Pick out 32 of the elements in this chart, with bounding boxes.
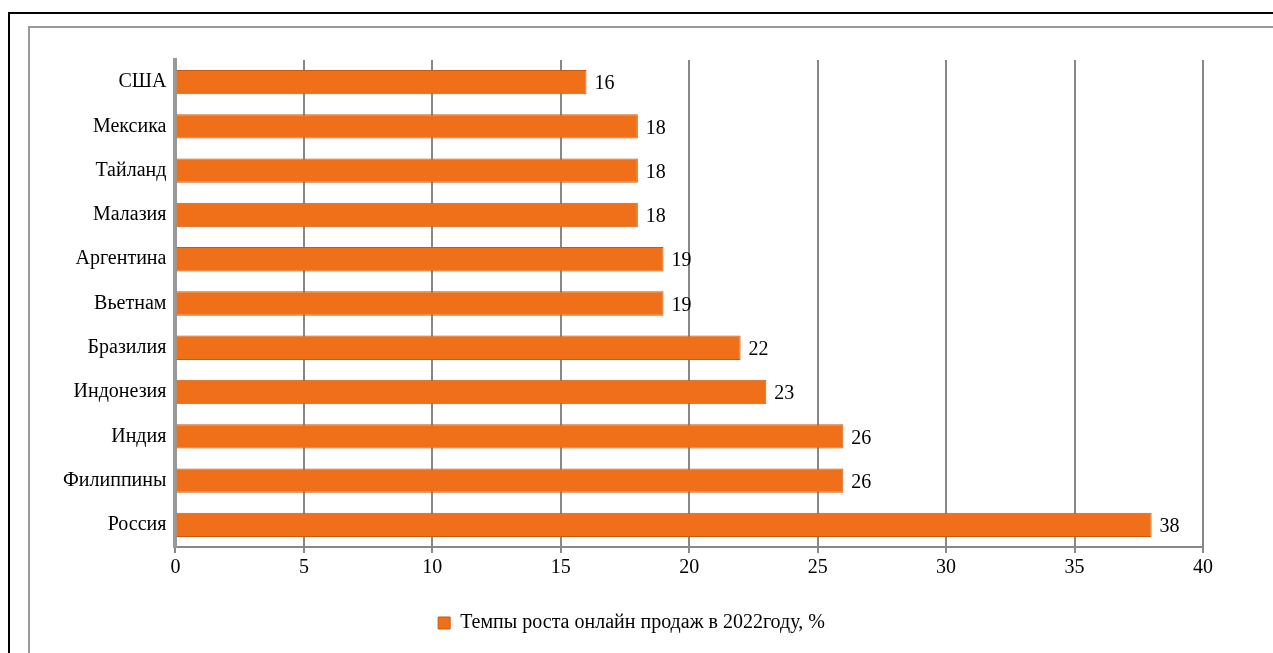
data-label: 18	[645, 115, 666, 138]
data-label: 22	[748, 337, 769, 360]
x-tick-label: 20	[679, 555, 700, 578]
data-label: 38	[1159, 514, 1180, 537]
legend-label: Темпы роста онлайн продаж в 2022году, %	[460, 610, 825, 634]
data-label: 26	[851, 469, 872, 492]
data-label: 19	[671, 248, 692, 271]
y-tick-label: Мексика	[92, 113, 167, 136]
x-tick-label: 25	[807, 555, 828, 578]
y-tick-label: США	[118, 69, 167, 92]
y-tick-label: Вьетнам	[94, 290, 167, 313]
y-tick-label: Бразилия	[87, 335, 167, 359]
data-label: 18	[645, 159, 666, 182]
y-tick-label: Индонезия	[73, 379, 167, 403]
y-tick-label: Филиппины	[63, 467, 167, 490]
data-label: 16	[594, 71, 615, 94]
x-tick-label: 30	[936, 555, 957, 578]
x-tick-label: 15	[550, 555, 571, 578]
data-label: 26	[851, 425, 872, 448]
y-tick-label: Тайланд	[95, 157, 167, 181]
x-tick-label: 10	[422, 555, 443, 578]
data-label: 18	[645, 204, 666, 227]
y-tick-label: Аргентина	[75, 246, 167, 270]
data-label: 23	[774, 381, 795, 404]
x-tick-label: 5	[298, 555, 309, 578]
x-tick-label: 40	[1193, 555, 1213, 578]
y-tick-label: Индия	[111, 423, 167, 447]
data-label: 19	[671, 292, 692, 315]
y-tick-label: Малазия	[92, 202, 167, 225]
y-tick-label: Россия	[107, 512, 167, 535]
x-tick-label: 35	[1064, 555, 1085, 578]
x-tick-label: 0	[170, 555, 181, 578]
